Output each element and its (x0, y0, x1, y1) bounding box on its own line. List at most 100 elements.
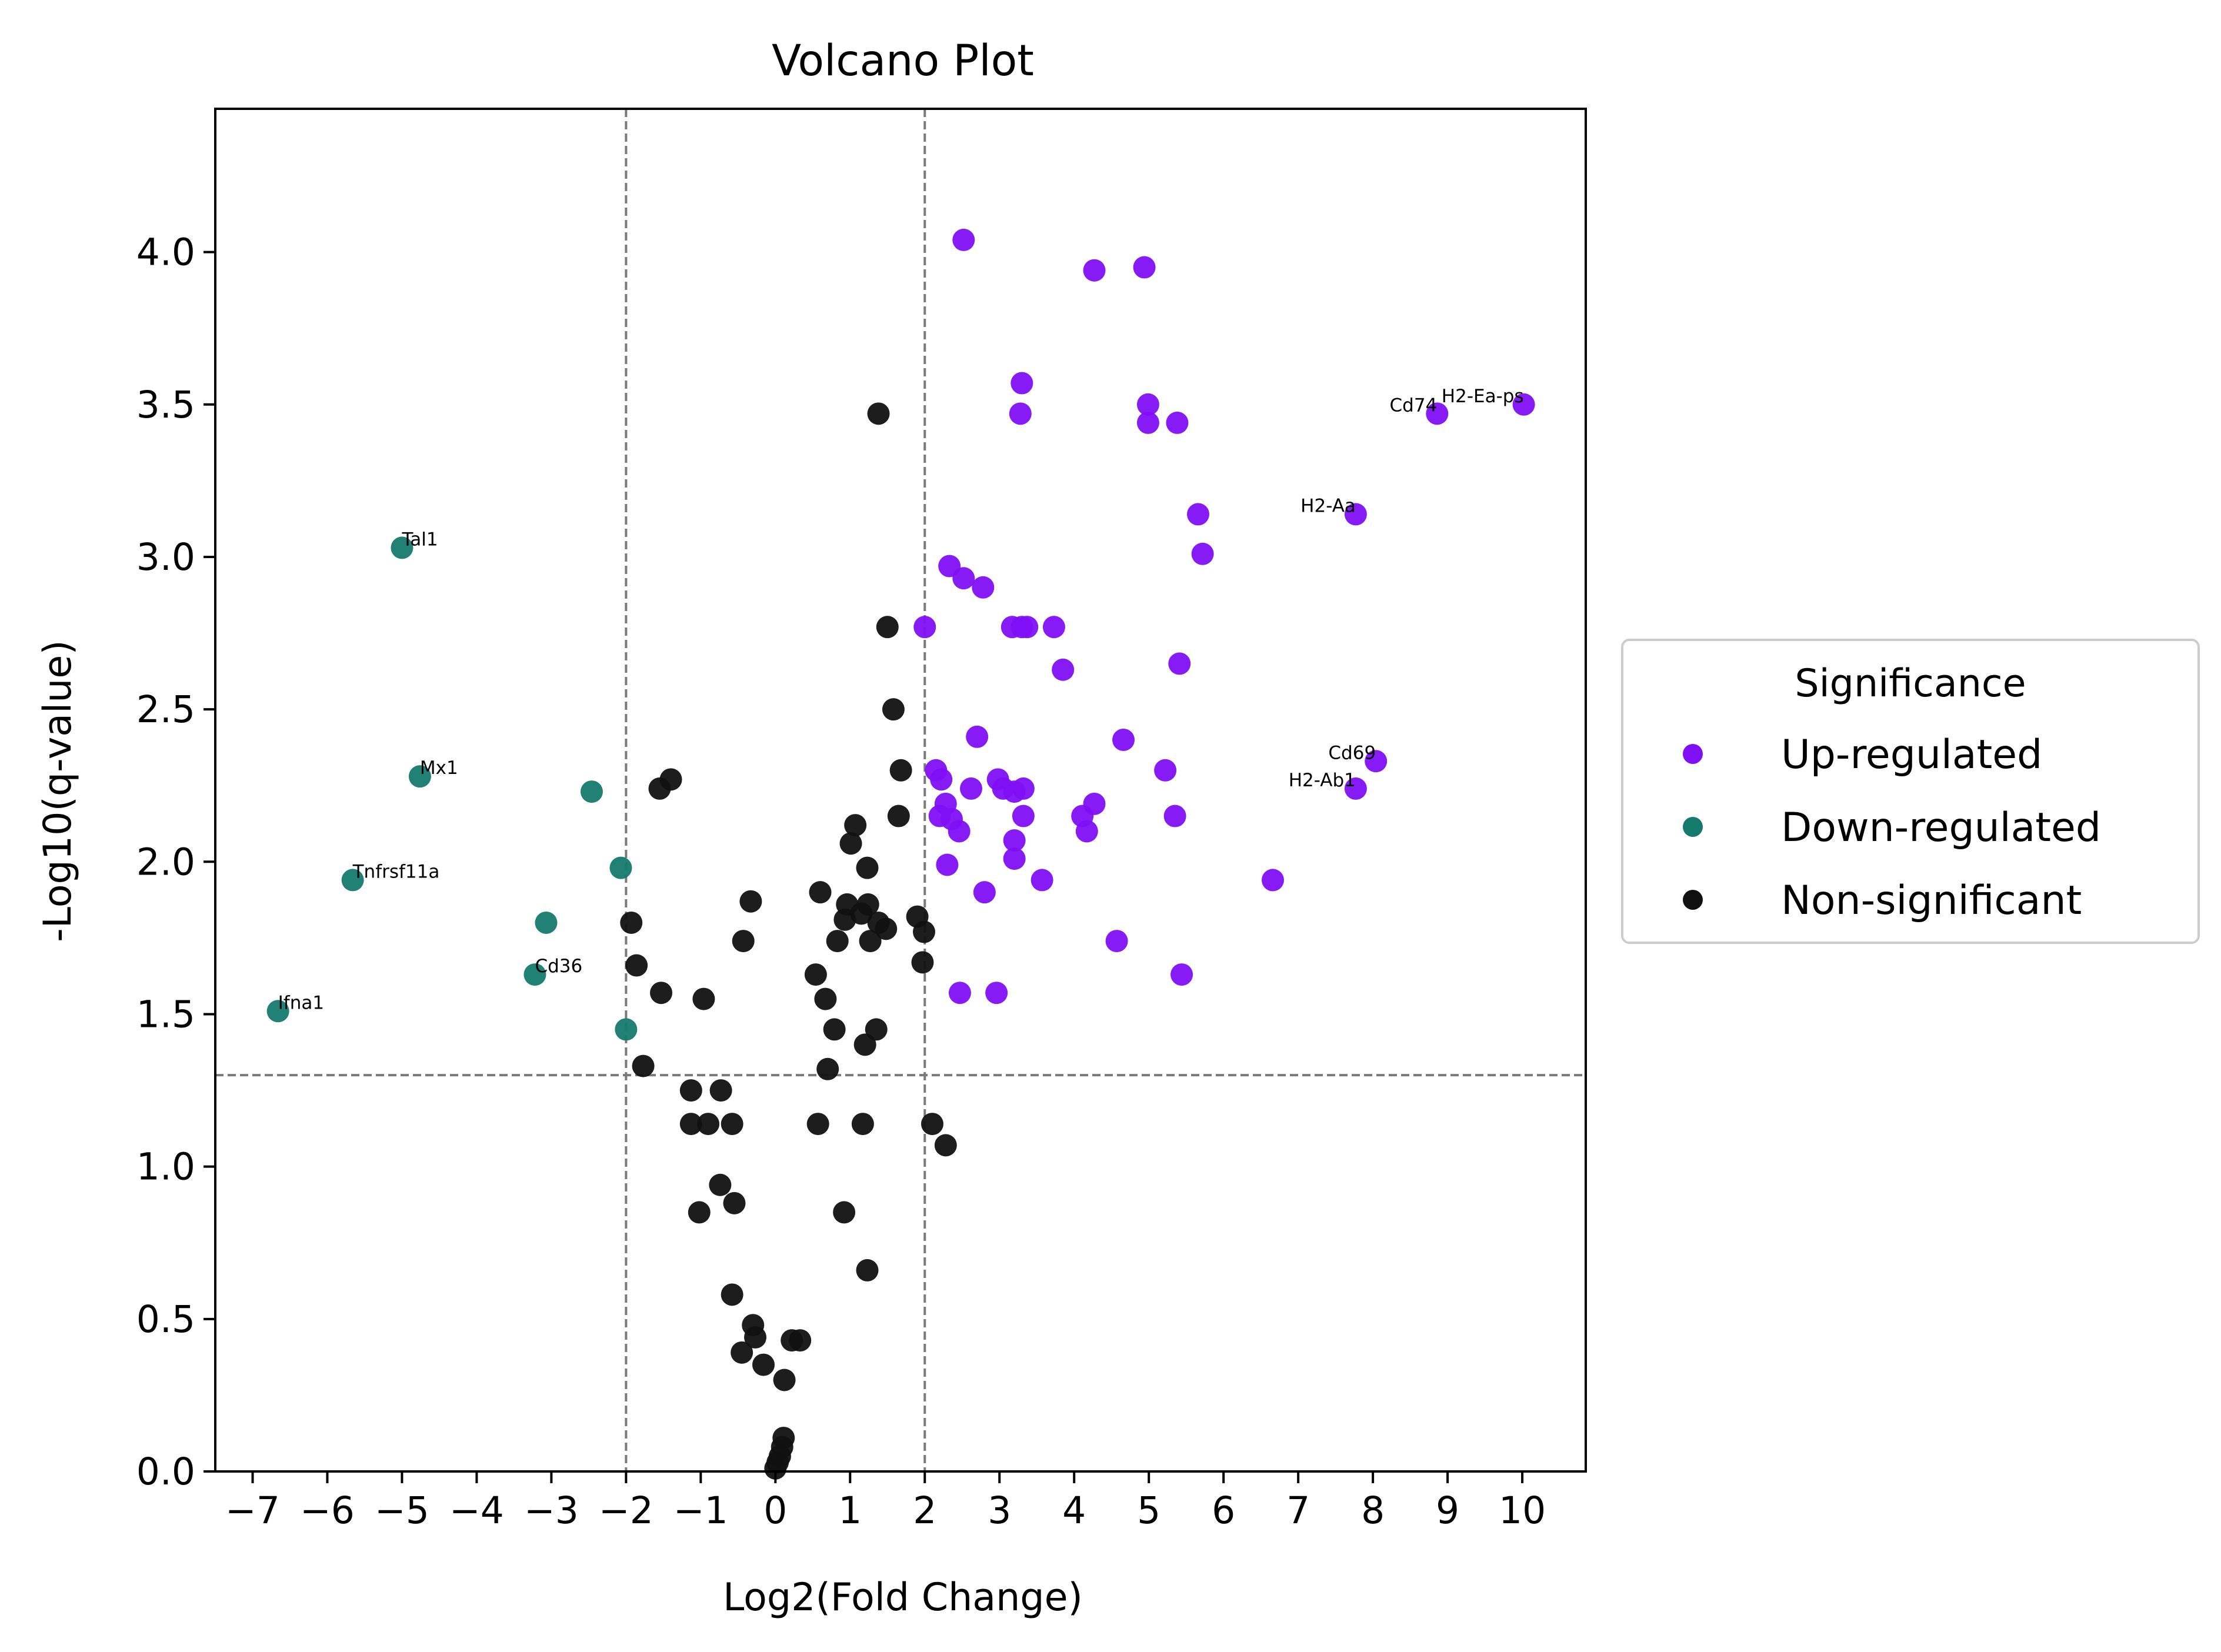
y-tick-label: 2.0 (136, 840, 195, 883)
data-point-non-significant-40 (721, 1113, 743, 1136)
x-tick-label: 7 (1286, 1489, 1310, 1532)
axes-frame (214, 108, 1587, 1473)
x-tick-label: 6 (1212, 1489, 1235, 1532)
data-point-up-regulated-4 (1009, 402, 1032, 425)
x-tick-label: 0 (763, 1489, 787, 1532)
data-point-non-significant-38 (679, 1113, 702, 1136)
data-point-non-significant-53 (752, 1353, 775, 1376)
data-point-non-significant-34 (816, 1057, 839, 1080)
y-tick-label: 3.5 (136, 383, 195, 426)
chart-title: Volcano Plot (772, 36, 1034, 86)
data-point-up-regulated-15 (972, 576, 995, 599)
gene-label-cd36: Cd36 (535, 956, 582, 977)
x-tick-label: 2 (913, 1489, 936, 1532)
x-axis-label: Log2(Fold Change) (723, 1576, 1083, 1620)
data-point-non-significant-27 (650, 982, 673, 1004)
data-point-up-regulated-43 (1075, 820, 1098, 843)
gene-label-h2-ab1: H2-Ab1 (1289, 770, 1356, 791)
data-point-up-regulated-25 (1365, 750, 1388, 773)
data-point-up-regulated-1 (1083, 259, 1106, 282)
data-point-up-regulated-46 (936, 853, 959, 876)
data-point-up-regulated-28 (930, 768, 953, 791)
legend-label-up-regulated: Up-regulated (1781, 732, 2042, 778)
data-point-non-significant-61 (764, 1457, 787, 1480)
data-point-non-significant-0 (867, 402, 890, 425)
legend-title: Significance (1795, 662, 2026, 706)
data-point-non-significant-11 (739, 890, 762, 913)
y-tick-label: 4.0 (136, 231, 195, 274)
data-point-non-significant-20 (620, 911, 643, 934)
data-point-non-significant-24 (625, 954, 648, 977)
data-point-up-regulated-20 (1042, 616, 1065, 639)
data-point-down-regulated-7 (615, 1018, 638, 1041)
data-point-non-significant-49 (721, 1283, 743, 1306)
data-point-up-regulated-5 (1136, 393, 1159, 416)
legend-marker-non-significant (1683, 890, 1703, 910)
data-point-non-significant-21 (732, 930, 755, 953)
data-point-up-regulated-16 (913, 616, 936, 639)
legend-label-down-regulated: Down-regulated (1781, 805, 2101, 851)
data-point-up-regulated-39 (1012, 805, 1035, 827)
data-point-up-regulated-45 (1003, 847, 1026, 870)
y-tick-label: 3.0 (136, 536, 195, 579)
data-point-down-regulated-0 (391, 536, 413, 559)
data-point-up-regulated-42 (948, 820, 971, 843)
data-point-up-regulated-30 (959, 777, 982, 800)
data-point-non-significant-43 (934, 1134, 957, 1157)
data-point-non-significant-42 (851, 1113, 874, 1136)
data-point-non-significant-45 (723, 1192, 746, 1214)
data-point-up-regulated-14 (952, 567, 975, 590)
data-point-non-significant-10 (809, 881, 832, 904)
y-tick-label: 2.5 (136, 688, 195, 731)
data-point-up-regulated-3 (1011, 372, 1033, 395)
data-point-down-regulated-4 (341, 869, 364, 892)
gene-label-mx1: Mx1 (420, 757, 458, 779)
gene-label-ifna1: Ifna1 (278, 992, 324, 1013)
data-point-non-significant-2 (882, 698, 905, 721)
data-point-non-significant-36 (709, 1079, 732, 1102)
data-point-non-significant-15 (833, 908, 856, 931)
x-tick-label: 1 (838, 1489, 862, 1532)
data-point-non-significant-18 (875, 917, 898, 940)
data-point-non-significant-1 (876, 616, 899, 639)
legend-marker-up-regulated (1683, 744, 1703, 764)
data-point-up-regulated-7 (1166, 411, 1189, 434)
data-point-non-significant-5 (659, 768, 682, 791)
data-point-down-regulated-1 (408, 765, 431, 788)
data-point-non-significant-3 (889, 759, 912, 782)
data-point-non-significant-48 (856, 1259, 879, 1281)
data-point-non-significant-52 (731, 1341, 753, 1364)
data-point-up-regulated-10 (1186, 503, 1209, 526)
data-point-non-significant-55 (789, 1329, 812, 1352)
y-tick-label: 1.5 (136, 993, 195, 1036)
data-point-non-significant-26 (804, 963, 827, 986)
legend-box (1621, 639, 2200, 944)
data-point-non-significant-28 (814, 987, 837, 1010)
data-point-down-regulated-3 (609, 856, 632, 879)
x-tick-label: 8 (1361, 1489, 1385, 1532)
data-point-non-significant-19 (912, 920, 935, 943)
y-tick-label: 1.0 (136, 1146, 195, 1189)
data-point-up-regulated-19 (1016, 616, 1039, 639)
data-point-up-regulated-26 (1154, 759, 1177, 782)
data-point-non-significant-7 (844, 814, 867, 837)
x-tick-label: −3 (524, 1489, 579, 1532)
data-point-non-significant-9 (856, 856, 879, 879)
data-point-down-regulated-2 (580, 780, 603, 803)
data-point-non-significant-56 (773, 1369, 796, 1391)
data-point-non-significant-39 (697, 1113, 720, 1136)
data-point-up-regulated-2 (1133, 256, 1156, 279)
legend-label-non-significant: Non-significant (1781, 877, 2082, 924)
y-axis-label: -Log10(q-value) (36, 640, 80, 942)
data-point-up-regulated-23 (966, 725, 989, 748)
gene-label-cd74: Cd74 (1390, 395, 1438, 416)
data-point-non-significant-32 (853, 1033, 876, 1056)
gene-label-tal1: Tal1 (401, 529, 438, 550)
x-tick-label: −5 (375, 1489, 429, 1532)
data-point-non-significant-29 (692, 987, 715, 1010)
data-point-up-regulated-0 (952, 228, 975, 251)
x-tick-label: 4 (1062, 1489, 1086, 1532)
y-tick-label: 0.0 (136, 1450, 195, 1493)
